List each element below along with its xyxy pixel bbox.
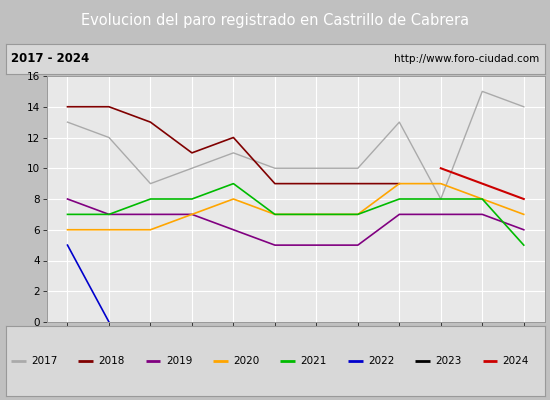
Text: 2017: 2017 — [31, 356, 58, 366]
Text: Evolucion del paro registrado en Castrillo de Cabrera: Evolucion del paro registrado en Castril… — [81, 14, 469, 28]
Text: 2019: 2019 — [166, 356, 192, 366]
Text: 2021: 2021 — [301, 356, 327, 366]
Text: 2020: 2020 — [233, 356, 260, 366]
Text: 2024: 2024 — [503, 356, 529, 366]
Text: 2022: 2022 — [368, 356, 394, 366]
Text: 2017 - 2024: 2017 - 2024 — [11, 52, 89, 66]
Text: http://www.foro-ciudad.com: http://www.foro-ciudad.com — [394, 54, 539, 64]
Text: 2018: 2018 — [98, 356, 125, 366]
Text: 2023: 2023 — [436, 356, 462, 366]
